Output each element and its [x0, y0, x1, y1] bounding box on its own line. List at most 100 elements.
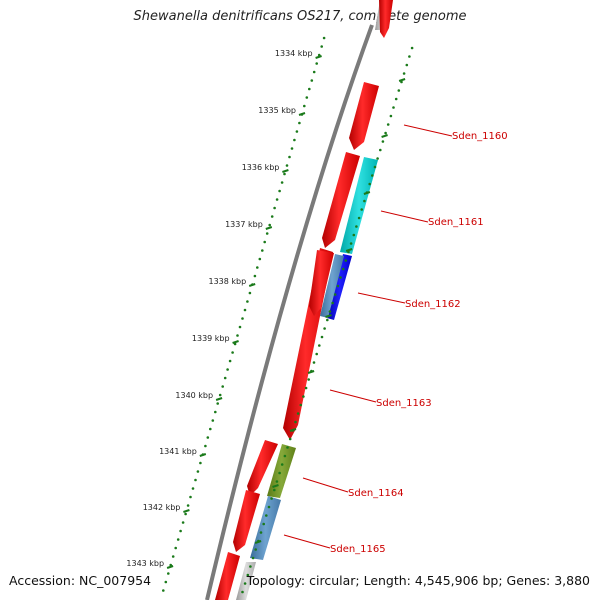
- major-tick: [315, 55, 322, 59]
- track-dot: [179, 529, 182, 533]
- track-dot: [216, 402, 219, 405]
- track-dot: [221, 385, 224, 388]
- track-dot: [310, 79, 314, 82]
- track-dot: [241, 317, 244, 320]
- track-dot: [255, 266, 259, 269]
- track-dot: [265, 514, 268, 517]
- track-dot: [249, 565, 252, 568]
- track-dot: [273, 488, 276, 492]
- gene-label[interactable]: Sden_1160: [452, 131, 508, 142]
- gene-arrow: [309, 250, 334, 316]
- tick-track-left: [162, 36, 326, 592]
- track-dot: [167, 572, 170, 575]
- track-dot: [296, 412, 300, 415]
- track-dot: [352, 233, 356, 237]
- major-tick: [215, 397, 223, 401]
- track-dot: [267, 505, 271, 509]
- tick-track-right: [241, 46, 414, 594]
- track-dot: [275, 198, 279, 201]
- track-dot: [363, 199, 366, 203]
- gene-leader-line: [329, 389, 377, 403]
- track-dot: [295, 130, 299, 133]
- track-dot: [376, 157, 379, 160]
- track-dot: [320, 335, 324, 339]
- track-dot: [308, 87, 311, 91]
- track-dot: [384, 131, 387, 135]
- gene-label[interactable]: Sden_1161: [428, 217, 484, 228]
- kbp-tick-label: 1340 kbp: [175, 391, 213, 400]
- major-tick: [398, 78, 406, 82]
- track-dot: [228, 359, 232, 363]
- track-dot: [336, 284, 340, 288]
- gene-labels: Sden_1160 Sden_1161 Sden_1162 Sden_1163 Sden…: [283, 124, 508, 555]
- track-dot: [214, 410, 217, 414]
- track-dot: [238, 325, 242, 329]
- track-dot: [286, 446, 289, 449]
- track-dot: [302, 395, 305, 398]
- track-dot: [254, 548, 257, 551]
- gene-arrow: [247, 440, 278, 496]
- track-dot: [259, 531, 263, 534]
- track-dot: [189, 495, 192, 499]
- track-dot: [368, 182, 372, 186]
- track-dot: [299, 403, 303, 407]
- gene-arrow: [233, 490, 260, 552]
- track-dot: [258, 257, 262, 261]
- track-dot: [397, 89, 401, 92]
- track-dot: [280, 463, 284, 466]
- gene-label[interactable]: Sden_1163: [376, 398, 432, 409]
- major-tick: [232, 340, 239, 344]
- track-dot: [162, 589, 165, 592]
- gene-leader-line: [302, 477, 349, 493]
- track-dot: [355, 225, 358, 228]
- track-dot: [394, 97, 398, 101]
- gene-label[interactable]: Sden_1165: [330, 544, 386, 555]
- kbp-tick-label: 1342 kbp: [143, 503, 181, 512]
- gene-leader-line: [357, 292, 406, 304]
- track-dot: [312, 361, 316, 364]
- genome-summary-text: Topology: circular; Length: 4,545,906 bp…: [246, 573, 590, 588]
- track-dot: [305, 96, 309, 99]
- backbone-line: [205, 24, 374, 600]
- track-dot: [186, 504, 190, 507]
- track-dot: [379, 148, 382, 152]
- feature-track-bottom: [236, 562, 256, 600]
- gene-leader-line: [283, 534, 331, 549]
- track-dot: [243, 308, 247, 312]
- kbp-tick-label: 1337 kbp: [225, 220, 263, 229]
- track-dot: [290, 147, 294, 150]
- gene-leader-line: [403, 124, 453, 137]
- gene-arrow: [349, 82, 379, 150]
- track-dot: [410, 46, 414, 50]
- track-dot: [357, 216, 361, 220]
- track-dot: [181, 521, 185, 524]
- track-dot: [360, 208, 364, 211]
- track-dot: [304, 386, 308, 390]
- major-tick: [166, 565, 174, 569]
- major-tick: [307, 370, 315, 374]
- track-dot: [283, 454, 287, 458]
- track-dot: [307, 378, 311, 381]
- track-dot: [405, 63, 409, 67]
- kbp-tick-label: 1338 kbp: [208, 277, 246, 286]
- track-dot: [248, 291, 252, 295]
- gene-label[interactable]: Sden_1164: [348, 488, 404, 499]
- gene-label[interactable]: Sden_1162: [405, 299, 461, 310]
- track-dot: [318, 344, 321, 347]
- track-dot: [261, 249, 264, 252]
- track-dot: [236, 334, 239, 337]
- track-dot: [373, 165, 377, 169]
- kbp-tick-label: 1341 kbp: [159, 447, 197, 456]
- track-dot: [223, 376, 227, 380]
- track-dot: [253, 274, 257, 278]
- track-dot: [402, 72, 406, 75]
- track-dot: [226, 368, 229, 371]
- track-dot: [288, 437, 292, 441]
- track-dot: [386, 123, 390, 126]
- major-tick: [325, 314, 332, 318]
- major-tick: [282, 169, 289, 173]
- track-dot: [164, 580, 168, 584]
- track-dot: [241, 590, 244, 594]
- track-dot: [339, 276, 342, 279]
- track-dot: [199, 461, 202, 465]
